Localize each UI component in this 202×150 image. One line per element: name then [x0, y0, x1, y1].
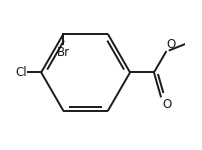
Text: O: O: [162, 98, 172, 111]
Text: Cl: Cl: [16, 66, 27, 79]
Text: O: O: [167, 38, 176, 51]
Text: Br: Br: [57, 46, 70, 59]
